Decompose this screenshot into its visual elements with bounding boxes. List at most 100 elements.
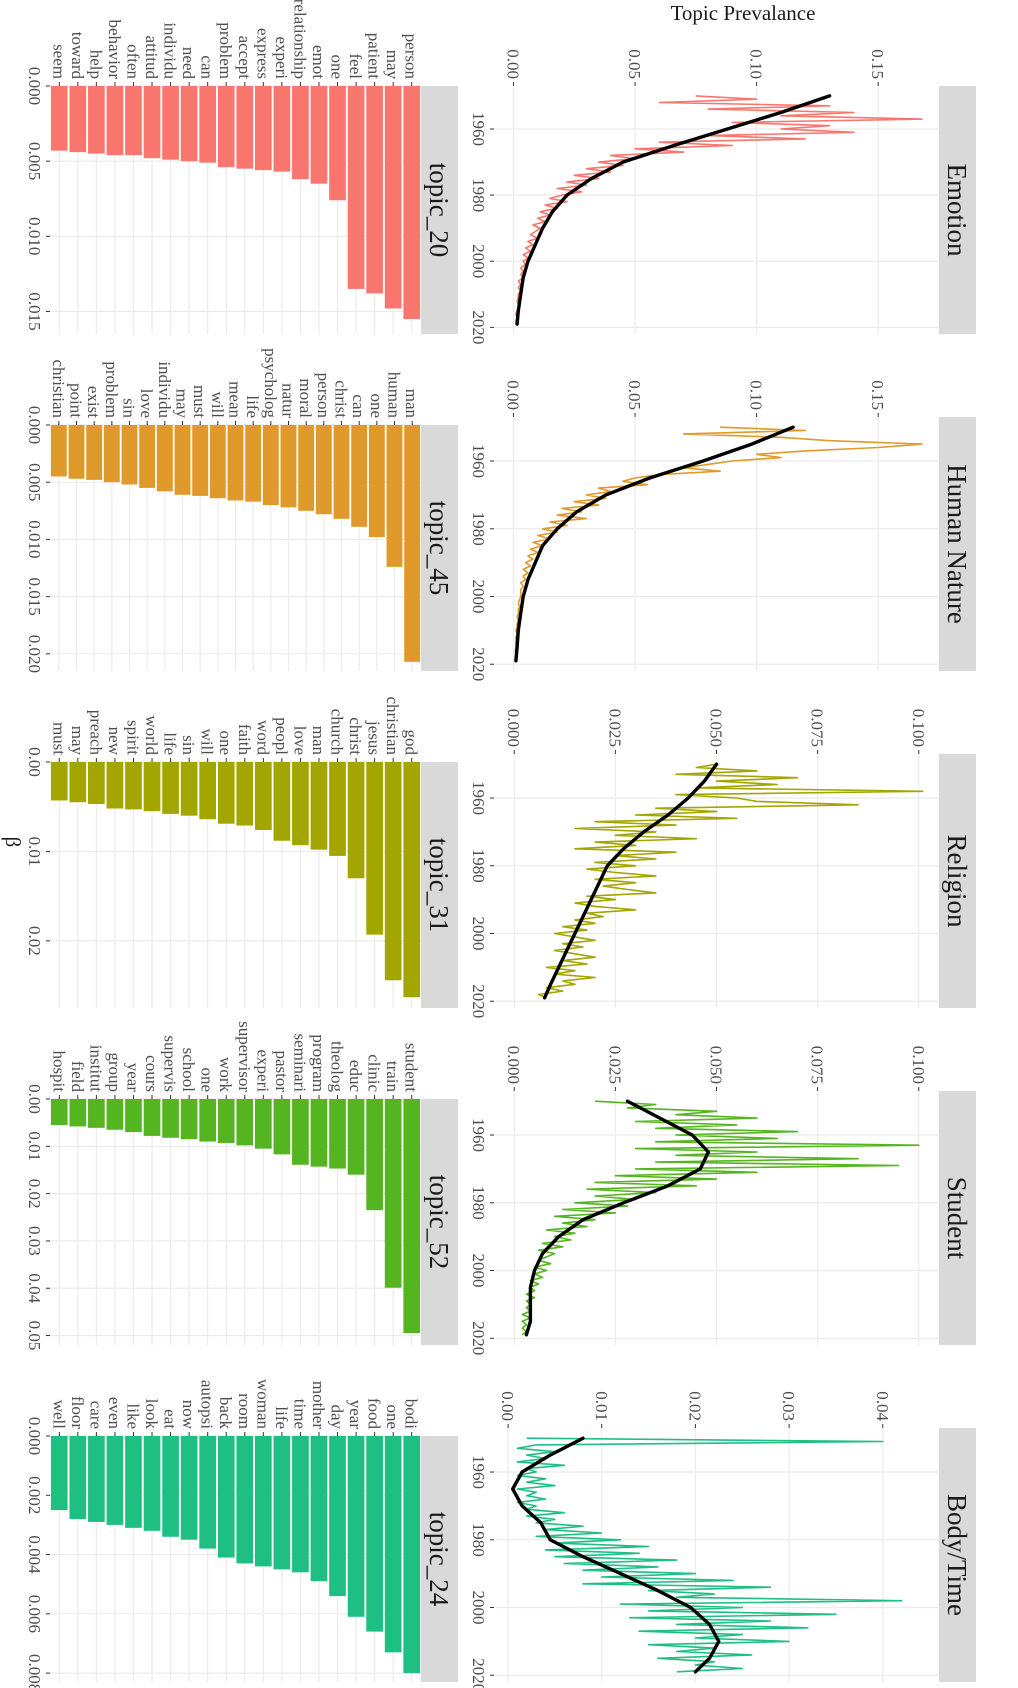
bar-topic-31-god	[403, 762, 421, 998]
y-tick-label-0: 0.00	[503, 49, 522, 79]
category-label-topic-52-theolog: theolog	[328, 1041, 347, 1092]
category-label-topic-20-seem: seem	[49, 44, 68, 79]
bar-topic-45-person	[315, 425, 332, 515]
bar-topic-20-one	[329, 86, 346, 201]
category-label-topic-31-may: may	[68, 726, 87, 756]
smooth-trend-line-emotion	[515, 94, 832, 326]
category-label-topic-20-relationship: relationship	[290, 0, 309, 79]
category-label-topic-24-year: year	[346, 1400, 365, 1430]
x-tick-label-1: 0.005	[25, 463, 44, 501]
bar-topic-20-attitud	[143, 86, 161, 159]
strip-human-nature	[939, 417, 976, 671]
x-tick-label-2000: 2000	[469, 1590, 488, 1624]
y-tick-label-0: 0.00	[503, 380, 522, 410]
category-label-topic-45-moral: moral	[296, 378, 315, 418]
bar-topic-31-love	[292, 762, 309, 846]
category-label-topic-52-seminari: seminari	[290, 1033, 309, 1092]
plot-area-topic-31	[50, 762, 421, 1008]
bar-topic-52-hospit	[50, 1099, 68, 1126]
category-label-topic-24-eat: eat	[161, 1409, 180, 1429]
smooth-trend-line-body-time	[511, 1436, 721, 1674]
raw-series-line-emotion	[515, 95, 923, 325]
bar-topic-24-food	[366, 1436, 383, 1632]
x-tick-label-2: 0.010	[25, 520, 44, 558]
bar-topic-45-man	[404, 425, 421, 662]
bar-topic-24-like	[125, 1436, 142, 1528]
category-label-topic-20-one: one	[328, 54, 347, 79]
category-label-topic-31-church: church	[328, 709, 347, 756]
category-label-topic-45-can: can	[349, 394, 368, 418]
strip-topic-24	[421, 1436, 458, 1682]
strip-label-topic-24: topic_24	[424, 1512, 454, 1607]
bar-topic-31-one	[217, 762, 235, 824]
category-label-topic-52-work: work	[216, 1057, 235, 1092]
y-tick-label-2: 0.050	[707, 709, 726, 747]
bar-topic-52-supervisor	[236, 1099, 254, 1146]
category-label-topic-52-hospit: hospit	[49, 1050, 68, 1092]
x-tick-label-0: 0.000	[25, 406, 44, 444]
strip-label-topic-20: topic_20	[424, 163, 454, 258]
bar-topic-52-field	[69, 1099, 87, 1127]
category-label-topic-24-woman: woman	[253, 1379, 272, 1430]
category-label-topic-52-experi: experi	[253, 1050, 272, 1093]
category-label-topic-24-life: life	[272, 1406, 291, 1429]
x-tick-label-1960: 1960	[469, 112, 488, 146]
category-label-topic-24-back: back	[216, 1397, 235, 1430]
category-label-topic-45-human: human	[385, 372, 404, 419]
x-tick-label-1980: 1980	[469, 512, 488, 546]
category-label-topic-20-patient: patient	[365, 33, 384, 80]
y-tick-label-2: 0.10	[747, 49, 766, 79]
y-tick-label-3: 0.15	[868, 380, 887, 410]
bar-topic-20-relationship	[292, 86, 309, 180]
category-label-topic-31-man: man	[309, 726, 328, 756]
bar-topic-20-toward	[69, 86, 87, 153]
bar-topic-45-one	[368, 425, 385, 538]
x-tick-label-2000: 2000	[469, 244, 488, 278]
bar-topic-31-faith	[236, 762, 254, 826]
bar-topic-24-back	[217, 1436, 235, 1558]
plot-area-human-nature	[494, 417, 939, 671]
y-tick-label-4: 0.100	[909, 1046, 928, 1084]
category-label-topic-31-new: new	[105, 727, 124, 756]
category-label-topic-24-even: even	[105, 1397, 124, 1430]
strip-religion	[939, 754, 976, 1008]
bar-topic-45-can	[351, 425, 368, 527]
x-tick-label-3: 0.015	[25, 578, 44, 616]
strip-emotion	[939, 86, 976, 334]
bar-topic-45-human	[386, 425, 403, 567]
bar-topic-24-life	[273, 1436, 291, 1570]
category-label-topic-20-help: help	[86, 50, 105, 79]
category-label-topic-45-christ: christ	[332, 380, 351, 418]
bar-topic-52-student	[403, 1099, 421, 1334]
prevalence-panel-human-nature: Human Nature 1960 1980 2000 2020 0.00 0.05 0.10…	[469, 380, 976, 681]
category-label-topic-31-jesus: jesus	[365, 720, 384, 755]
category-label-topic-52-program: program	[309, 1034, 328, 1092]
category-label-topic-24-bodi: bodi	[402, 1399, 421, 1430]
bar-topic-45-moral	[298, 425, 315, 511]
bar-topic-20-may	[384, 86, 402, 309]
bar-topic-45-sin	[121, 425, 138, 485]
x-tick-label-1: 0.01	[25, 1131, 44, 1161]
x-tick-label-1960: 1960	[469, 444, 488, 478]
x-tick-label-4: 0.04	[25, 1273, 44, 1303]
bar-topic-24-one	[384, 1436, 402, 1653]
category-label-topic-24-food: food	[365, 1398, 384, 1430]
plot-area-topic-24	[50, 1436, 421, 1682]
strip-label-body-time: Body/Time	[942, 1494, 972, 1616]
bar-topic-24-woman	[254, 1436, 272, 1567]
plot-area-emotion	[494, 86, 939, 334]
strip-topic-31	[421, 762, 458, 1008]
x-tick-label-3: 0.03	[25, 1226, 44, 1256]
bar-topic-20-can	[199, 86, 217, 163]
beta-panel-topic-24: topic_24 0.000 0.002 0.004 0.006 0.008 bodione…	[25, 1379, 458, 1688]
bar-topic-31-world	[143, 762, 161, 812]
category-label-topic-24-well: well	[49, 1400, 68, 1430]
raw-series-line-human-nature	[514, 426, 923, 661]
strip-label-topic-52: topic_52	[424, 1175, 454, 1270]
category-label-topic-45-person: person	[314, 373, 333, 419]
y-tick-label-2: 0.02	[685, 1391, 704, 1421]
bar-topic-45-love	[139, 425, 156, 488]
x-tick-label-1: 0.005	[25, 142, 44, 180]
y-tick-label-0: 0.000	[504, 1046, 523, 1084]
